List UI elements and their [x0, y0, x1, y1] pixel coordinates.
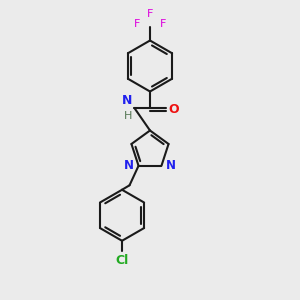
Text: F: F	[160, 19, 166, 29]
Text: N: N	[124, 159, 134, 172]
Text: H: H	[124, 111, 132, 121]
Text: O: O	[169, 103, 179, 116]
Text: N: N	[122, 94, 132, 107]
Text: F: F	[134, 19, 140, 29]
Text: N: N	[166, 159, 176, 172]
Text: F: F	[147, 9, 153, 19]
Text: Cl: Cl	[116, 254, 129, 267]
